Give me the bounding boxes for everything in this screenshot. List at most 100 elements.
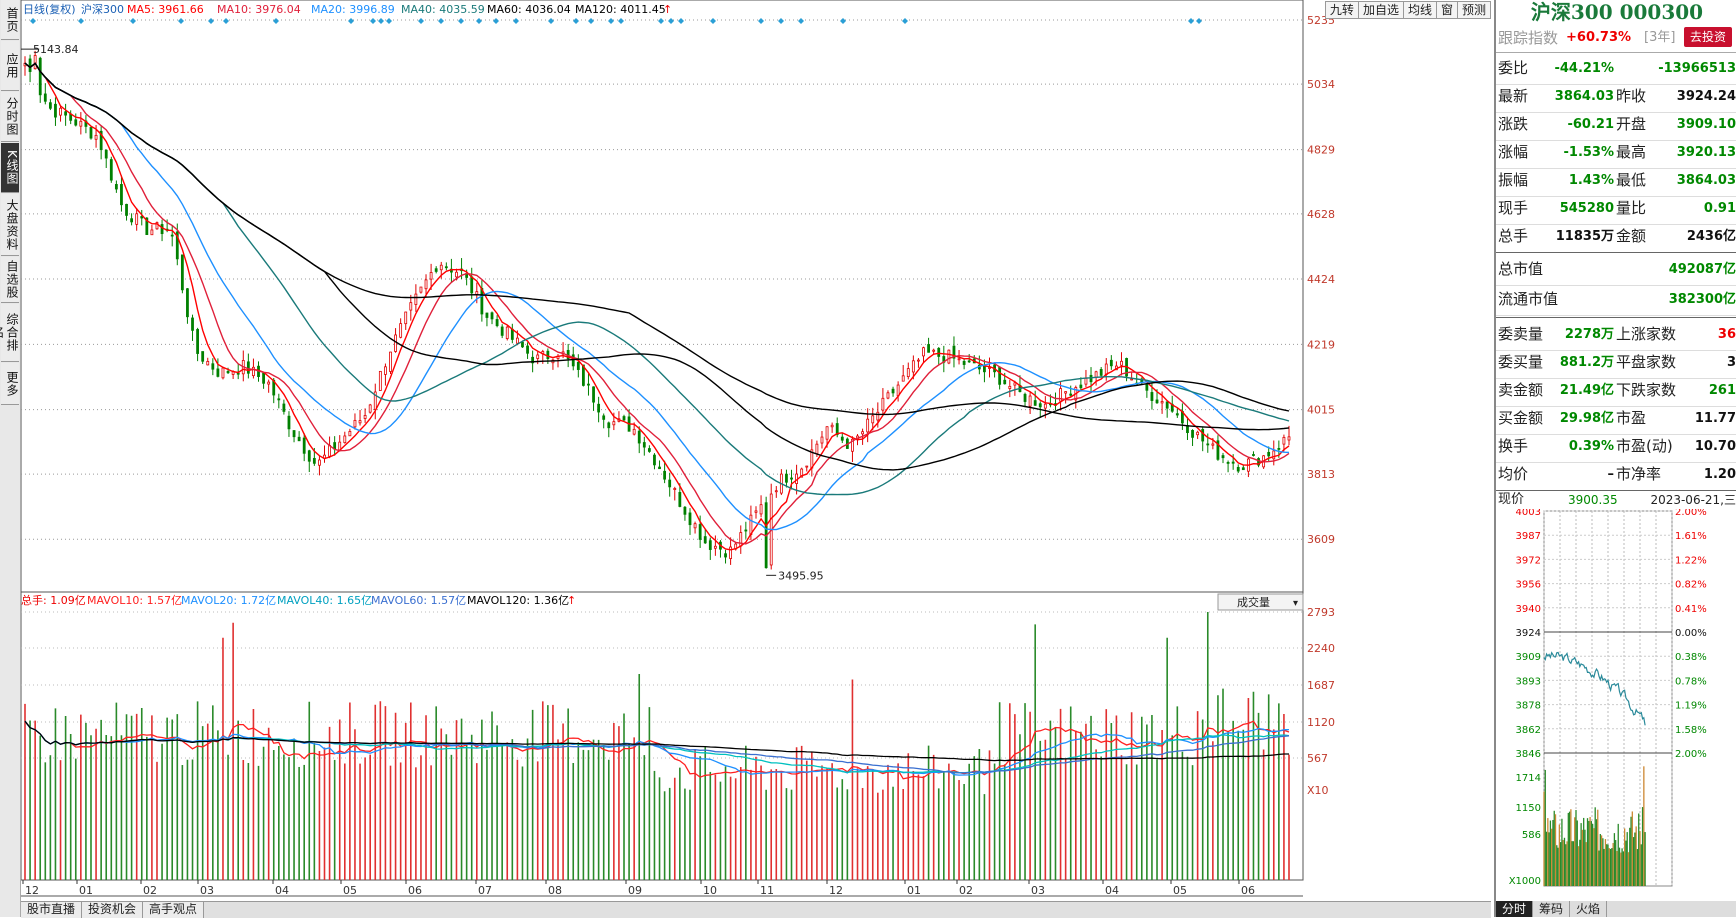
toolbar-btn-2[interactable]: 加自选	[1357, 1, 1404, 19]
price-tick-label: 4628	[1307, 208, 1335, 221]
candle-body	[353, 419, 357, 428]
kline-chart-svg[interactable]: 5235503448294628442442194015381336092793…	[21, 0, 1491, 903]
stat-row: 均价 – 市净率 1.20	[1496, 459, 1736, 491]
candle-body	[28, 58, 32, 72]
stat-row-label2: 平盘家数	[1616, 353, 1677, 371]
vol-selector-label: 成交量	[1237, 595, 1270, 609]
track-value: +60.73%	[1566, 30, 1632, 45]
candle-body	[876, 411, 880, 421]
candle-body	[1196, 431, 1200, 436]
candle-body	[1231, 461, 1235, 464]
stat-row-value: 29.98亿	[1559, 411, 1614, 426]
candle-body	[790, 477, 793, 480]
candle-body	[226, 370, 230, 374]
candle-body	[840, 436, 844, 441]
cap-value: 382300亿	[1668, 292, 1736, 307]
candle-body	[713, 545, 717, 549]
stat-row: 委卖量 2278万 上涨家数 36	[1496, 319, 1736, 351]
candle-body	[800, 468, 804, 478]
mini-chart-svg[interactable]: 4003 2.00% 3987 1.61% 3972 1.22% 3956 0.82% 3940…	[1496, 507, 1736, 890]
candle-body	[861, 431, 864, 435]
mavol20-value: MAVOL20: 1.72亿	[181, 594, 276, 607]
mini-tab-2[interactable]: 筹码	[1533, 901, 1571, 917]
candle-body	[439, 264, 443, 271]
signal-diamond	[778, 18, 784, 24]
candle-body	[1043, 403, 1047, 409]
left-tab-5[interactable]: 大盘资料	[1, 194, 19, 256]
candle-body	[495, 319, 499, 327]
stat-row-value2: 3	[1726, 355, 1736, 370]
candle-body	[927, 344, 930, 353]
intraday-mini-chart[interactable]: 现价 3900.35 2023-06-21,三 4003 2.00% 3987 1.61…	[1496, 490, 1736, 894]
candle-body	[607, 422, 611, 429]
bottom-tab-2[interactable]: 投资机会	[82, 902, 144, 918]
mini-left-tick: 3878	[1516, 701, 1541, 712]
candle-body	[378, 370, 382, 391]
candle-body	[424, 279, 428, 290]
candle-body	[54, 103, 57, 118]
toolbar-btn-1[interactable]: 九转	[1324, 1, 1359, 19]
candle-body	[983, 365, 986, 373]
left-tab-7[interactable]: 综合排名	[0, 304, 19, 362]
mini-tab-1[interactable]: 分时	[1496, 901, 1534, 917]
candle-body	[404, 311, 408, 325]
candle-body	[348, 431, 352, 437]
high-annotation: 5143.84	[33, 43, 79, 56]
bottom-tab-1[interactable]: 股市直播	[21, 902, 83, 918]
month-label: 08	[548, 884, 562, 897]
candle-body	[922, 347, 925, 357]
left-tab-4[interactable]: K线图	[1, 143, 19, 193]
signal-diamond	[678, 18, 684, 24]
left-tab-8[interactable]: 更多	[1, 363, 19, 405]
candle-body	[358, 420, 362, 424]
candle-body	[99, 130, 103, 151]
kline-chart-area[interactable]: 5235 5034 4829 4628 4424 4219 4015 3813 3609 2793…	[21, 0, 1491, 903]
candle-body	[1221, 455, 1225, 459]
left-tab-2[interactable]: 应用	[1, 41, 19, 91]
ma-arrow: ↑	[663, 3, 672, 16]
candle-body	[510, 328, 514, 340]
toolbar-btn-3[interactable]: 均线	[1402, 1, 1437, 19]
candle-body	[1130, 378, 1134, 381]
quote-row: 委比 -44.21% -13966513	[1496, 53, 1736, 85]
signal-diamond	[798, 18, 804, 24]
candle-body	[201, 351, 205, 362]
mini-tab-3[interactable]: 火焰	[1570, 901, 1608, 917]
bottom-tab-3[interactable]: 高手观点	[143, 902, 205, 918]
quote-row: 现手 545280 量比 0.91	[1496, 193, 1736, 225]
candle-body	[1252, 454, 1255, 456]
mini-right-tick: 0.38%	[1675, 652, 1707, 663]
stat-row-value: –	[1607, 467, 1615, 482]
candle-body	[140, 216, 144, 219]
signal-diamond	[386, 18, 392, 24]
month-label: 10	[703, 884, 717, 897]
chart-period-label: 日线(复权)	[23, 2, 76, 16]
candle-body	[673, 488, 677, 490]
left-tab-3[interactable]: 分时图	[1, 92, 19, 142]
divider	[1496, 252, 1736, 253]
candle-body	[521, 341, 524, 348]
candle-body	[724, 553, 727, 558]
candle-body	[1094, 371, 1098, 378]
candle-body	[744, 529, 748, 532]
candle-body	[1084, 377, 1088, 385]
candle-body	[683, 506, 687, 515]
left-tab-6[interactable]: 自选股	[1, 257, 19, 303]
month-label: 09	[628, 884, 642, 897]
candle-body	[236, 372, 240, 375]
candle-body	[287, 415, 291, 430]
candle-body	[622, 416, 626, 421]
mini-date: 2023-06-21,三	[1650, 493, 1736, 507]
toolbar-btn-5[interactable]: 预测	[1456, 1, 1491, 19]
invest-button[interactable]: 去投资	[1683, 27, 1732, 47]
toolbar-btn-4[interactable]: 窗	[1435, 1, 1458, 19]
candle-body	[901, 375, 905, 382]
candle-body	[196, 329, 199, 354]
signal-diamond	[758, 18, 764, 24]
mavol60-value: MAVOL60: 1.57亿	[371, 594, 466, 607]
signal-diamond	[840, 18, 846, 24]
ma20-value: MA20: 3996.89	[311, 3, 395, 16]
mini-right-tick: 0.00%	[1675, 628, 1707, 639]
left-tab-1[interactable]: 首页	[1, 0, 19, 40]
signal-diamond	[178, 18, 184, 24]
